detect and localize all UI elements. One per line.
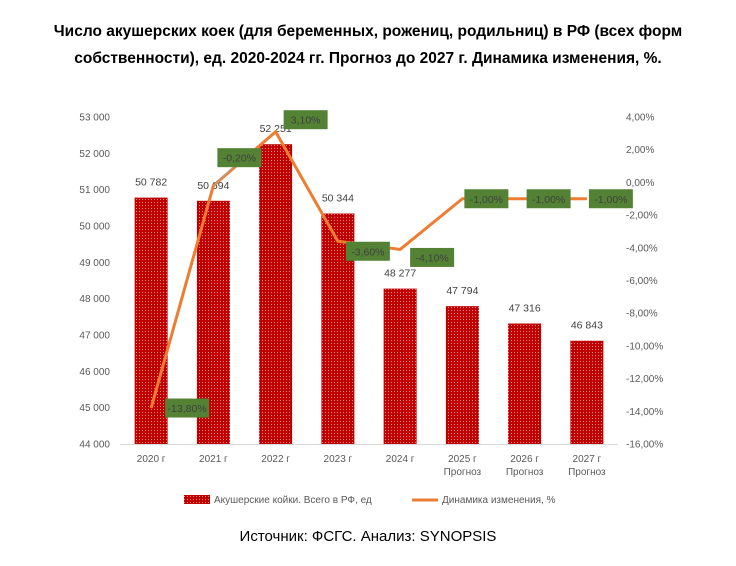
right-axis-tick-label: -10,00%: [626, 341, 663, 352]
x-axis-tick-label: 2026 г Прогноз: [506, 454, 544, 478]
line-data-labels: -13,80% -0,20% 3,10% -3,60% -4,10% -1,00% -1,0…: [165, 110, 633, 418]
right-axis-tick-label: 0,00%: [626, 178, 654, 189]
x-axis-tick-label: 2022 г: [261, 454, 290, 465]
right-axis-tick-label: -16,00%: [626, 440, 663, 451]
line-label-box: [345, 241, 390, 261]
left-axis-tick-label: 53 000: [79, 113, 110, 124]
left-axis-tick-label: 48 000: [79, 294, 110, 305]
line-label-box: [464, 189, 509, 209]
bar: [445, 306, 479, 444]
x-axis-tick-label: 2027 г Прогноз: [568, 454, 606, 478]
left-axis-tick-label: 51 000: [79, 185, 110, 196]
left-axis: 44 000 45 000 46 000 47 000 48 000 49 000 50 0…: [79, 113, 110, 451]
legend-label-line: Динамика изменения, %: [442, 495, 556, 506]
right-axis-tick-label: -4,00%: [626, 243, 658, 254]
legend: Акушерские койки. Всего в РФ, ед Динамик…: [184, 495, 556, 506]
line-label-box: [526, 189, 571, 209]
right-axis-tick-label: -8,00%: [626, 309, 658, 320]
bar-data-label: 47 794: [446, 285, 478, 297]
bar-series: [134, 144, 604, 444]
right-axis-tick-label: -2,00%: [626, 211, 658, 222]
x-axis-tick-label: 2023 г: [324, 454, 353, 465]
line-data-label: -1,00%: [594, 194, 627, 206]
right-axis: -16,00% -14,00% -12,00% -10,00% -8,00% -6,00%…: [626, 113, 663, 451]
line-data-label: -3,60%: [351, 246, 384, 258]
left-axis-tick-label: 45 000: [79, 403, 110, 414]
line-label-box: [410, 247, 455, 267]
bar-data-label: 50 782: [135, 177, 167, 189]
legend-label-bars: Акушерские койки. Всего в РФ, ед: [214, 495, 372, 506]
legend-swatch-bars: [184, 495, 210, 504]
x-axis-tick-labels: 2020 г 2021 г 2022 г 2023 г 2024 г 2025 г Прог…: [137, 454, 606, 478]
line-label-box: [588, 189, 633, 209]
bar-data-label: 48 277: [384, 268, 416, 280]
x-axis-tick-label: 2020 г: [137, 454, 166, 465]
right-axis-tick-label: 4,00%: [626, 113, 654, 124]
x-axis-tick-label: 2024 г: [386, 454, 415, 465]
line-data-label: -1,00%: [532, 194, 565, 206]
right-axis-tick-label: -6,00%: [626, 276, 658, 287]
line-data-label: -1,00%: [470, 194, 503, 206]
bar: [508, 323, 542, 444]
left-axis-tick-label: 52 000: [79, 149, 110, 160]
right-axis-tick-label: 2,00%: [626, 145, 654, 156]
x-axis-tick-label: 2025 г Прогноз: [444, 454, 482, 478]
bar-data-label: 46 843: [571, 320, 603, 332]
line-data-label: 3,10%: [291, 115, 321, 127]
bar: [259, 144, 293, 444]
x-axis-tick-label: 2021 г: [199, 454, 228, 465]
left-axis-tick-label: 44 000: [79, 440, 110, 451]
source-note: Источник: ФСГС. Анализ: SYNOPSIS: [239, 528, 497, 545]
right-axis-tick-label: -12,00%: [626, 374, 663, 385]
bar: [570, 340, 604, 444]
right-axis-tick-label: -14,00%: [626, 407, 663, 418]
chart-title: Число акушерских коек (для беременных, р…: [53, 23, 683, 67]
line-data-label: -0,20%: [223, 153, 256, 165]
line-label-box: [165, 398, 210, 418]
bar: [383, 288, 417, 444]
left-axis-tick-label: 50 000: [79, 222, 110, 233]
line-label-box: [283, 110, 328, 130]
left-axis-tick-label: 46 000: [79, 367, 110, 378]
left-axis-tick-label: 49 000: [79, 258, 110, 269]
label-leader-line: [213, 166, 234, 187]
line-data-label: -4,10%: [415, 252, 448, 264]
bar-data-label: 47 316: [509, 303, 541, 315]
line-label-box: [217, 148, 262, 168]
bar-data-label: 50 344: [322, 193, 354, 205]
line-data-label: -13,80%: [168, 403, 207, 415]
left-axis-tick-label: 47 000: [79, 331, 110, 342]
